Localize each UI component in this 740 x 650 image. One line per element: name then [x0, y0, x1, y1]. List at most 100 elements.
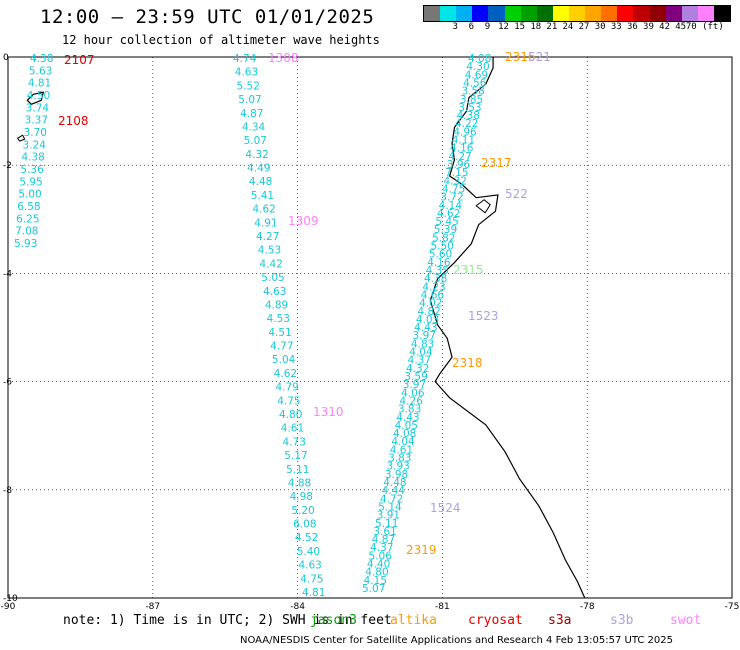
wave-height-value: 4.48: [249, 176, 272, 188]
wave-height-value: 4.51: [268, 327, 291, 339]
wave-height-value: 3.24: [23, 139, 47, 151]
wave-height-value: 4.63: [298, 560, 321, 572]
colorbar-swatch: [488, 6, 505, 21]
units-note: note: 1) Time is in UTC; 2) SWH is in fe…: [63, 613, 392, 628]
wave-height-value: 3.93: [386, 461, 409, 473]
wave-height-value: 4.82: [417, 306, 440, 318]
wave-height-value: 5.07: [362, 583, 385, 595]
colorbar-swatch: [440, 6, 457, 21]
track-label: 2315: [453, 263, 484, 277]
wave-height-value: 4.37: [408, 355, 431, 367]
wave-height-value: 4.02: [419, 298, 442, 310]
wave-height-value: 3.96: [447, 159, 471, 171]
track-label: 1309: [288, 214, 319, 228]
colorbar-label: 15: [514, 22, 526, 32]
wave-height-value: 5.41: [251, 190, 274, 202]
wave-height-value: 5.14: [378, 501, 402, 513]
wave-height-value: 3.70: [24, 127, 47, 139]
legend-s3b: s3b: [610, 613, 634, 628]
wave-height-value: 4.73: [283, 436, 306, 448]
puna-island: [475, 199, 491, 214]
track-label: 1523: [468, 309, 499, 323]
colorbar-swatch: [617, 6, 634, 21]
wave-height-value: 5.36: [20, 164, 44, 176]
legend-s3a: s3a: [548, 613, 572, 628]
wave-height-value: 4.08: [393, 428, 416, 440]
wave-height-value: 3.74: [26, 102, 50, 114]
lon-tick-label: -75: [725, 602, 740, 612]
wave-height-value: 5.07: [238, 94, 261, 106]
wave-height-value: 4.04: [409, 347, 433, 359]
wave-height-value: 4.80: [279, 409, 302, 421]
wave-height-value: 4.32: [406, 363, 429, 375]
wave-height-value: 4.53: [258, 245, 281, 257]
lat-tick-label: -10: [3, 594, 18, 604]
colorbar-label: 12: [498, 22, 509, 32]
wave-height-value: 3.61: [373, 526, 396, 538]
track-label: 2108: [58, 114, 89, 128]
coastline: [429, 57, 586, 599]
galapagos-island: [16, 134, 26, 142]
wave-height-value: 4.80: [365, 567, 388, 579]
wave-height-value: 4.81: [302, 587, 325, 599]
colorbar-label: 70 (ft): [685, 22, 724, 32]
wave-height-value: 4.75: [442, 183, 465, 195]
wave-height-value: 4.04: [391, 436, 415, 448]
wave-height-value: 5.60: [429, 249, 452, 261]
wave-height-value: 4.40: [367, 559, 390, 571]
wave-height-value: 4.49: [247, 163, 270, 175]
wave-height-value: 4.30: [466, 61, 489, 73]
wave-height-value: 4.26: [400, 395, 424, 407]
lon-tick-label: -84: [290, 602, 305, 612]
wave-height-value: 3.97: [413, 330, 436, 342]
colorbar-label: 21: [546, 22, 558, 32]
wave-height-value: 4.42: [260, 258, 283, 270]
track-label: 522: [505, 187, 528, 201]
lon-tick-label: -78: [580, 602, 595, 612]
colorbar-swatch: [520, 6, 537, 21]
wave-height-value: 4.87: [372, 534, 395, 546]
lat-tick-label: -8: [3, 486, 12, 496]
wave-height-value: 3.53: [458, 102, 481, 114]
map-frame: [7, 56, 733, 599]
wave-height-value: 4.69: [465, 69, 488, 81]
wave-height-value: 4.91: [254, 217, 277, 229]
wave-height-value: 4.43: [396, 412, 419, 424]
wave-height-value: 4.52: [295, 532, 318, 544]
wave-height-value: 5.07: [244, 135, 267, 147]
colorbar-label: 27: [578, 22, 590, 32]
wave-height-value: 3.58: [461, 86, 484, 98]
wave-height-value: 5.50: [430, 241, 453, 253]
wave-height-value: 5.45: [435, 216, 458, 228]
colorbar-swatch: [568, 6, 586, 21]
wave-height-value: 4.75: [277, 395, 300, 407]
track-label: 2317: [481, 156, 512, 170]
track-label: 2319: [406, 543, 437, 557]
wave-height-value: 5.00: [18, 189, 41, 201]
colorbar-swatch: [601, 6, 618, 21]
wave-height-value: 4.62: [252, 204, 275, 216]
wave-height-value: 4.62: [437, 208, 460, 220]
wave-height-value: 4.34: [242, 121, 266, 133]
lat-tick-label: -6: [3, 378, 12, 388]
wave-height-value: 3.72: [440, 192, 463, 204]
wave-height-value: 4.35: [426, 265, 449, 277]
wave-height-value: 6.58: [17, 201, 40, 213]
wave-height-value: 5.39: [434, 224, 457, 236]
colorbar-swatch: [649, 6, 666, 21]
wave-height-value: 4.88: [288, 477, 311, 489]
colorbar-swatch: [552, 6, 569, 21]
wave-height-value: 4.56: [463, 77, 487, 89]
wave-height-value: 4.63: [235, 67, 258, 79]
wave-height-value: 4.89: [265, 299, 288, 311]
colorbar-swatch: [585, 6, 602, 21]
wave-height-value: 4.22: [455, 118, 478, 130]
colorbar-label: 9: [484, 22, 491, 32]
page-title: 12:00 — 23:59 UTC 01/01/2025: [40, 6, 375, 28]
wave-height-value: 7.08: [15, 226, 38, 238]
wave-height-colorbar: [423, 5, 731, 22]
wave-height-value: 4.08: [468, 53, 491, 65]
wave-height-value: 4.63: [263, 286, 286, 298]
wave-height-value: 4.61: [390, 444, 413, 456]
